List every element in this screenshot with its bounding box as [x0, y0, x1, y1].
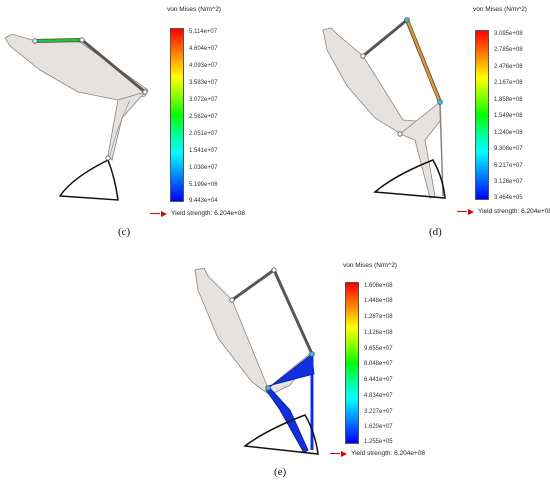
yield-arrow-icon [457, 211, 467, 212]
yield-strength-marker: Yield strength: 6.204e+08 [330, 450, 425, 457]
joint [229, 297, 235, 303]
upper-link [362, 18, 408, 58]
tick-label: 6.217e+07 [494, 163, 523, 169]
tick-label: 2.562e+07 [189, 114, 218, 120]
bracket [399, 101, 442, 199]
tick-label: 1.255e+05 [364, 439, 393, 445]
yield-arrow-head-icon [341, 450, 347, 457]
tick-label: 8.048e+07 [364, 361, 393, 367]
bucket [243, 414, 319, 455]
yield-label: Yield strength: 6.204e+08 [351, 450, 426, 457]
tick-label: 1.858e+08 [494, 97, 523, 103]
tick-label: 9.308e+07 [494, 146, 523, 152]
tick-label: 2.051e+07 [189, 131, 218, 137]
tick-label: 3.583e+07 [189, 80, 218, 86]
tick-label: 1.448e+08 [364, 298, 393, 304]
tick-label: 1.608e+08 [364, 283, 393, 289]
tick-label: 9.443e+04 [189, 198, 218, 204]
tick-label: 3.126e+07 [494, 179, 523, 185]
panel-caption: (c) [118, 226, 131, 238]
joint [309, 351, 315, 357]
color-bar [170, 28, 184, 202]
joint [32, 38, 38, 44]
yield-arrow-head-icon [161, 210, 167, 217]
tick-label: 6.441e+07 [364, 377, 393, 383]
top-link-highlight [36, 38, 81, 43]
mechanism-diagram-e [194, 267, 319, 455]
joint [360, 53, 366, 59]
tick-label: 1.240e+08 [494, 130, 523, 136]
tick-label: 4.093e+07 [189, 63, 218, 69]
joint [404, 17, 410, 23]
tick-label: 3.227e+07 [364, 409, 393, 415]
color-bar [345, 282, 359, 444]
yield-strength-marker: Yield strength: 6.204e+08 [457, 208, 550, 215]
panel-d: von Mises (N/m^2) 3.095e+08 2.785e+08 2.… [275, 0, 550, 240]
tick-label: 1.549e+08 [494, 113, 523, 119]
tick-label: 1.030e+07 [189, 165, 218, 171]
bracket-web [109, 99, 131, 156]
tick-label: 3.464e+05 [494, 195, 523, 201]
joint [265, 385, 271, 391]
panel-e: von Mises (N/m^2) 1.608e+08 1.448e+08 1.… [140, 250, 425, 483]
color-bar [475, 30, 489, 200]
tick-label: 3.072e+07 [189, 97, 218, 103]
legend-title: von Mises (N/m^2) [167, 6, 221, 13]
yield-label: Yield strength: 6.204e+08 [171, 210, 246, 217]
legend-title: von Mises (N/m^2) [343, 262, 397, 269]
mechanism-diagram-c [4, 33, 149, 201]
tick-label: 5.114e+07 [189, 29, 218, 35]
tick-label: 2.476e+08 [494, 64, 523, 70]
panel-caption: (d) [429, 226, 442, 238]
bucket [373, 159, 446, 199]
tick-label: 1.287e+08 [364, 314, 393, 320]
bucket [58, 158, 119, 201]
upper-link [231, 268, 275, 302]
panel-caption: (e) [274, 466, 287, 478]
arm-body [4, 33, 149, 101]
bracket-highlight [265, 353, 315, 454]
tick-label: 1.126e+08 [364, 330, 393, 336]
joint [105, 155, 111, 161]
bracket [107, 91, 147, 161]
tick-label: 4.834e+07 [364, 393, 393, 399]
bracket-rod [439, 103, 444, 197]
tick-label: 4.604e+07 [189, 46, 218, 52]
tick-label: 5.199e+06 [189, 182, 218, 188]
yield-label: Yield strength: 6.204e+08 [478, 208, 550, 215]
tick-label: 2.167e+08 [494, 80, 523, 86]
rod [81, 38, 146, 94]
yield-arrow-icon [330, 453, 340, 454]
tick-label: 2.785e+08 [494, 47, 523, 53]
yield-arrow-head-icon [468, 208, 474, 215]
rod-highlight [406, 21, 441, 101]
mechanism-diagram-d [322, 17, 446, 199]
yield-strength-marker: Yield strength: 6.204e+08 [150, 210, 245, 217]
joint [437, 99, 443, 105]
tick-label: 1.620e+07 [364, 424, 393, 430]
panel-c: von Mises (N/m^2) 5.114e+07 4.604e+07 4.… [0, 0, 275, 240]
tick-label: 1.541e+07 [189, 148, 218, 154]
joint [79, 37, 85, 43]
joint [397, 131, 403, 137]
rod [272, 269, 314, 355]
tick-label: 3.095e+08 [494, 31, 523, 37]
yield-arrow-icon [150, 213, 160, 214]
joint [142, 89, 148, 95]
joint [271, 267, 277, 273]
tick-label: 9.655e+07 [364, 346, 393, 352]
legend-title: von Mises (N/m^2) [473, 6, 527, 13]
